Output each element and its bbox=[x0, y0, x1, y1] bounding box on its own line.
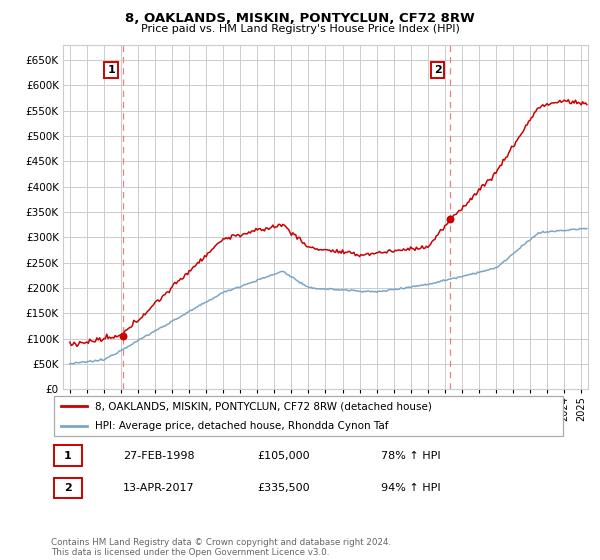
Point bbox=[445, 215, 454, 224]
Text: 78% ↑ HPI: 78% ↑ HPI bbox=[381, 451, 441, 461]
Text: 94% ↑ HPI: 94% ↑ HPI bbox=[381, 483, 441, 493]
Text: HPI: Average price, detached house, Rhondda Cynon Taf: HPI: Average price, detached house, Rhon… bbox=[95, 421, 388, 431]
Text: 8, OAKLANDS, MISKIN, PONTYCLUN, CF72 8RW: 8, OAKLANDS, MISKIN, PONTYCLUN, CF72 8RW bbox=[125, 12, 475, 25]
Text: 1: 1 bbox=[107, 65, 115, 75]
FancyBboxPatch shape bbox=[53, 396, 563, 436]
Text: 8, OAKLANDS, MISKIN, PONTYCLUN, CF72 8RW (detached house): 8, OAKLANDS, MISKIN, PONTYCLUN, CF72 8RW… bbox=[95, 401, 432, 411]
Text: 2: 2 bbox=[64, 483, 71, 493]
Point bbox=[118, 332, 128, 340]
Text: Price paid vs. HM Land Registry's House Price Index (HPI): Price paid vs. HM Land Registry's House … bbox=[140, 24, 460, 34]
Text: £105,000: £105,000 bbox=[257, 451, 310, 461]
Text: 13-APR-2017: 13-APR-2017 bbox=[123, 483, 195, 493]
Text: £335,500: £335,500 bbox=[257, 483, 310, 493]
Text: 1: 1 bbox=[64, 451, 71, 461]
FancyBboxPatch shape bbox=[53, 478, 82, 498]
Text: Contains HM Land Registry data © Crown copyright and database right 2024.
This d: Contains HM Land Registry data © Crown c… bbox=[51, 538, 391, 557]
Text: 27-FEB-1998: 27-FEB-1998 bbox=[123, 451, 195, 461]
FancyBboxPatch shape bbox=[53, 445, 82, 466]
Text: 2: 2 bbox=[434, 65, 442, 75]
